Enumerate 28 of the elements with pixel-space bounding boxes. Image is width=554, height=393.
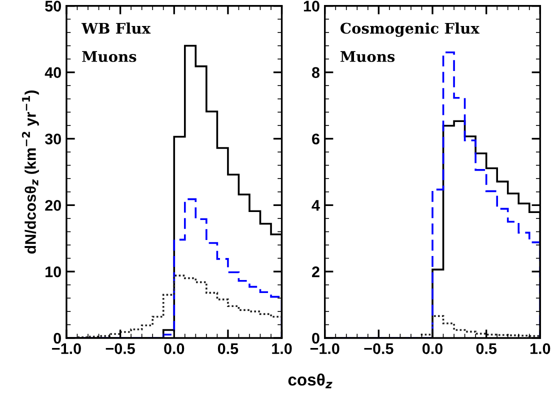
- annotation: WB Flux: [81, 22, 151, 34]
- y-tick-label: 30: [44, 134, 61, 144]
- y-axis-title: dN/dcosθ$_{z}$ (km$^{−2}$ yr$^{−1}$): [22, 90, 39, 254]
- annotation: Muons: [340, 51, 395, 62]
- y-tick-label: 0: [54, 332, 61, 344]
- x-tick-label: 1.0: [272, 343, 292, 354]
- y-tick-label: 4: [312, 200, 320, 211]
- x-tick-label: 0.0: [422, 343, 442, 354]
- x-axis-title: cosθ$_{z}$: [288, 373, 332, 388]
- x-tick-label: −1.0: [310, 343, 340, 354]
- x-tick-label: 0.5: [218, 343, 238, 354]
- y-tick-label: 0: [312, 332, 320, 344]
- x-tick-label: −0.5: [106, 343, 135, 354]
- y-tick-label: 6: [312, 134, 320, 144]
- x-tick-label: 0.5: [476, 343, 497, 354]
- y-tick-label: 8: [312, 67, 320, 78]
- x-tick-label: 0.0: [164, 343, 184, 354]
- y-tick-label: 10: [304, 0, 320, 12]
- y-tick-label: 20: [45, 200, 61, 211]
- y-tick-label: 2: [312, 266, 320, 278]
- x-tick-label: −1.0: [52, 343, 81, 354]
- x-tick-label: −0.5: [364, 343, 394, 354]
- x-tick-label: 1.0: [530, 343, 550, 354]
- y-tick-label: 10: [46, 266, 61, 278]
- y-tick-label: 40: [44, 67, 61, 78]
- y-tick-label: 50: [45, 0, 61, 12]
- annotation: Muons: [82, 51, 136, 62]
- annotation: Cosmogenic Flux: [340, 22, 480, 37]
